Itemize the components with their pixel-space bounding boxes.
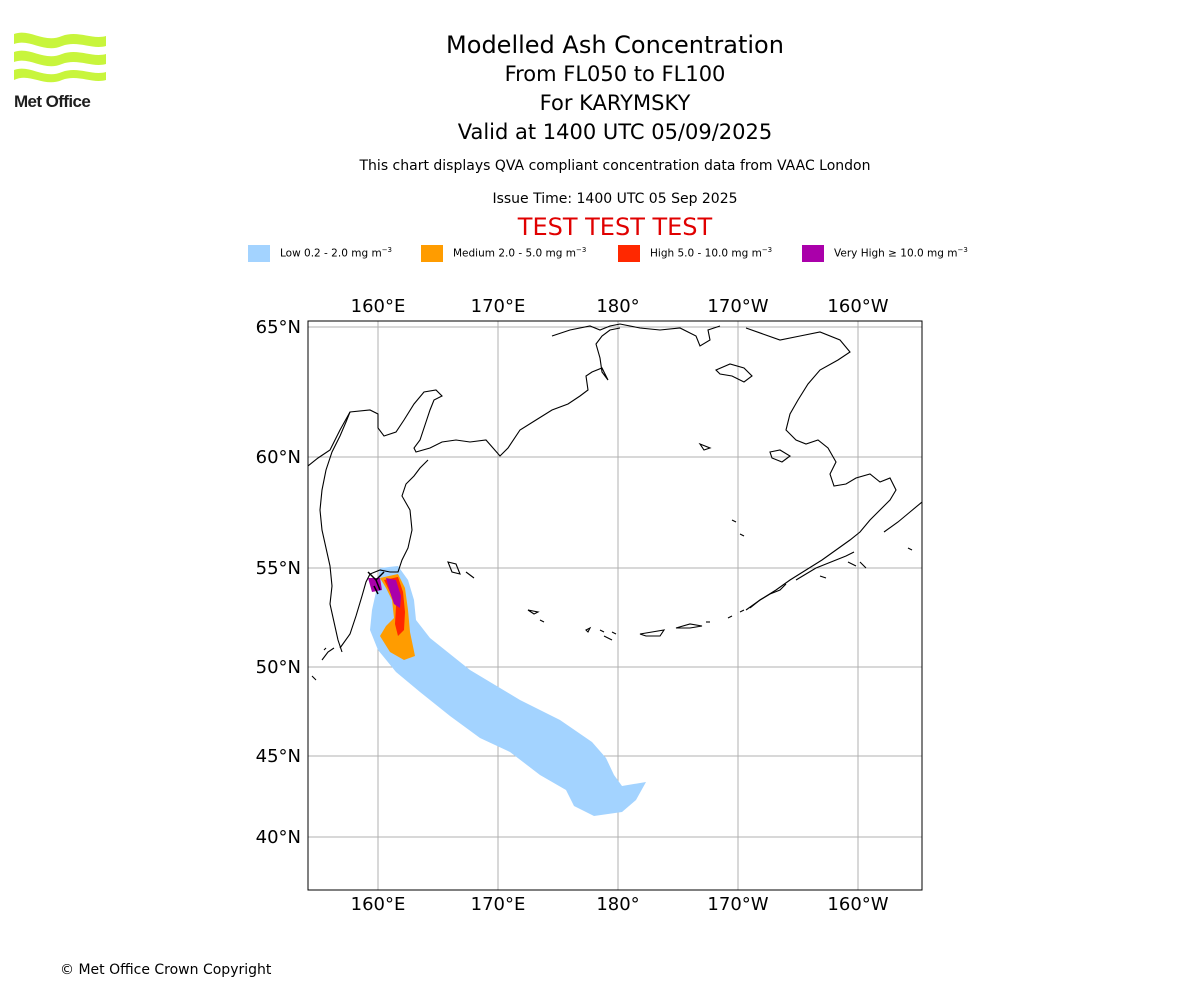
flight-level-range: From FL050 to FL100 [504, 62, 726, 86]
chart-title: Modelled Ash Concentration [446, 31, 784, 59]
volcano-marker-icon [367, 571, 385, 595]
ash-area-very-high [368, 578, 401, 608]
lat-label-5: 40°N [256, 827, 301, 848]
legend-swatch-high [618, 245, 640, 262]
lat-label-2: 55°N [256, 558, 301, 579]
met-office-wave-icon [14, 32, 106, 83]
lon-labels-bottom: 160°E 170°E 180° 170°W 160°W [351, 894, 889, 915]
lon-labels-top: 160°E 170°E 180° 170°W 160°W [351, 296, 889, 317]
copyright-notice: © Met Office Crown Copyright [60, 962, 272, 978]
chart-title-block: Modelled Ash Concentration From FL050 to… [315, 30, 915, 147]
lon-label-top-0: 160°E [351, 296, 406, 317]
valid-time: Valid at 1400 UTC 05/09/2025 [457, 120, 773, 144]
logo-text: Met Office [14, 92, 91, 111]
ash-area-low [370, 566, 646, 816]
lon-label-top-4: 160°W [827, 296, 888, 317]
lon-label-bottom-1: 170°E [471, 894, 526, 915]
map-frame [307, 320, 923, 891]
met-office-logo: Met Office [14, 30, 110, 114]
lat-label-0: 65°N [256, 317, 301, 338]
concentration-legend: Low 0.2 - 2.0 mg m−3 Medium 2.0 - 5.0 mg… [0, 244, 1200, 264]
legend-label-low: Low 0.2 - 2.0 mg m [280, 247, 382, 260]
coastlines [308, 323, 922, 681]
lon-label-bottom-4: 160°W [827, 894, 888, 915]
legend-swatch-very-high [802, 245, 824, 262]
legend-label-high: High 5.0 - 10.0 mg m [650, 247, 762, 260]
lon-label-bottom-3: 170°W [707, 894, 768, 915]
issue-time: Issue Time: 1400 UTC 05 Sep 2025 [492, 191, 738, 207]
volcano-name: For KARYMSKY [539, 91, 691, 115]
legend-label-very-high: Very High ≥ 10.0 mg m [834, 247, 958, 260]
lon-label-bottom-2: 180° [596, 894, 639, 915]
lon-label-top-2: 180° [596, 296, 639, 317]
lat-label-4: 45°N [256, 746, 301, 767]
lon-label-top-1: 170°E [471, 296, 526, 317]
legend-swatch-low [248, 245, 270, 262]
lat-label-3: 50°N [256, 657, 301, 678]
legend-swatch-medium [421, 245, 443, 262]
lat-labels: 65°N 60°N 55°N 50°N 45°N 40°N [256, 317, 301, 848]
lon-label-bottom-0: 160°E [351, 894, 406, 915]
lat-label-1: 60°N [256, 447, 301, 468]
legend-label-medium: Medium 2.0 - 5.0 mg m [453, 247, 576, 260]
test-banner: TEST TEST TEST [517, 213, 713, 241]
map-graticule [308, 321, 922, 890]
ash-area-high [384, 577, 405, 636]
lon-label-top-3: 170°W [707, 296, 768, 317]
chart-description: This chart displays QVA compliant concen… [359, 158, 871, 174]
